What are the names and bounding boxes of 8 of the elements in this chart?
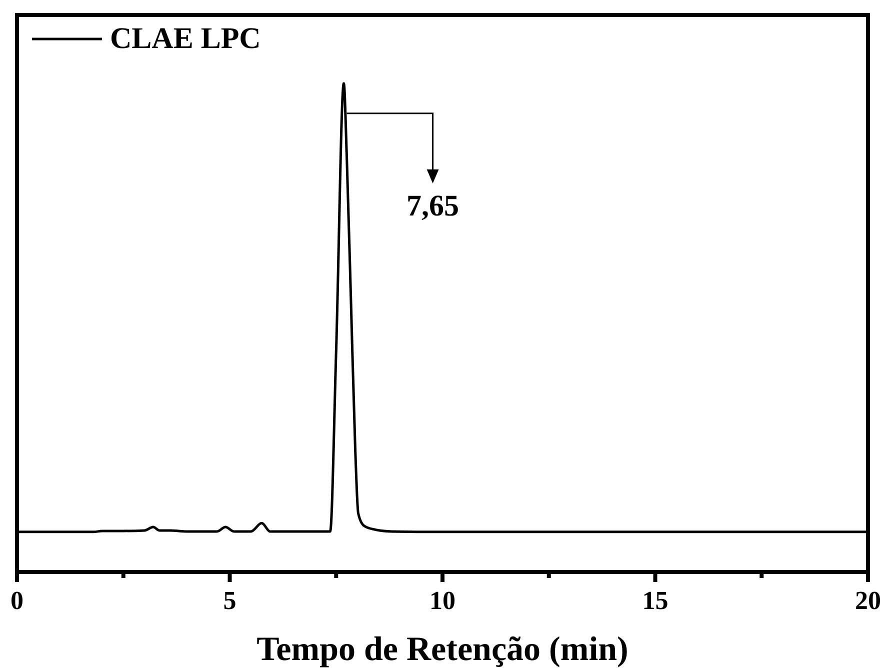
x-tick-label: 20 — [855, 586, 881, 615]
annotation: 7,65 — [406, 189, 460, 222]
x-tick-label: 5 — [223, 586, 236, 615]
x-tick-label: 0 — [10, 586, 24, 615]
legend-label: CLAE LPC — [110, 22, 261, 55]
x-tick-label: 10 — [430, 586, 456, 615]
x-tick-label: 15 — [642, 586, 668, 615]
x-axis-title: Tempo de Retenção (min) — [256, 631, 628, 668]
